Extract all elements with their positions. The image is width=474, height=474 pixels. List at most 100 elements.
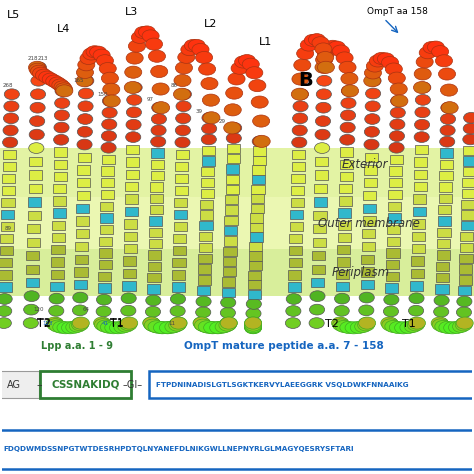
Circle shape xyxy=(169,319,186,331)
Circle shape xyxy=(464,112,474,123)
Circle shape xyxy=(301,39,318,51)
Circle shape xyxy=(388,72,405,84)
FancyBboxPatch shape xyxy=(226,185,238,194)
Circle shape xyxy=(413,82,430,93)
Circle shape xyxy=(175,137,190,148)
FancyBboxPatch shape xyxy=(340,147,354,156)
Circle shape xyxy=(94,319,111,331)
Circle shape xyxy=(144,319,161,331)
Circle shape xyxy=(365,101,380,112)
FancyBboxPatch shape xyxy=(439,182,452,191)
Circle shape xyxy=(54,134,69,145)
Circle shape xyxy=(366,60,383,72)
FancyBboxPatch shape xyxy=(173,222,187,231)
Circle shape xyxy=(342,85,359,97)
FancyBboxPatch shape xyxy=(27,211,41,220)
Circle shape xyxy=(127,94,142,105)
FancyBboxPatch shape xyxy=(26,264,39,274)
Circle shape xyxy=(96,306,111,317)
FancyBboxPatch shape xyxy=(251,204,264,213)
Text: 218: 218 xyxy=(27,56,38,62)
FancyBboxPatch shape xyxy=(363,217,376,226)
FancyBboxPatch shape xyxy=(1,198,15,207)
FancyBboxPatch shape xyxy=(198,275,211,284)
Circle shape xyxy=(55,98,70,109)
Circle shape xyxy=(390,119,405,130)
Circle shape xyxy=(24,304,39,315)
Circle shape xyxy=(196,307,211,318)
Circle shape xyxy=(220,308,236,318)
Circle shape xyxy=(66,321,83,333)
Circle shape xyxy=(315,129,330,140)
Circle shape xyxy=(220,318,235,328)
Circle shape xyxy=(103,95,120,107)
FancyBboxPatch shape xyxy=(463,156,474,165)
Circle shape xyxy=(215,321,232,333)
Circle shape xyxy=(77,139,92,150)
Circle shape xyxy=(336,52,353,64)
FancyBboxPatch shape xyxy=(3,162,16,171)
Circle shape xyxy=(209,322,226,334)
FancyBboxPatch shape xyxy=(223,267,236,276)
FancyBboxPatch shape xyxy=(458,286,471,295)
FancyBboxPatch shape xyxy=(314,197,327,207)
Circle shape xyxy=(366,75,381,86)
Circle shape xyxy=(193,317,210,329)
Circle shape xyxy=(102,96,118,106)
FancyBboxPatch shape xyxy=(28,184,42,193)
Circle shape xyxy=(102,107,117,118)
Circle shape xyxy=(77,127,92,137)
FancyBboxPatch shape xyxy=(361,255,374,264)
Circle shape xyxy=(3,125,18,136)
FancyBboxPatch shape xyxy=(174,198,187,207)
Circle shape xyxy=(96,294,111,305)
FancyBboxPatch shape xyxy=(101,178,114,187)
FancyBboxPatch shape xyxy=(252,184,264,194)
Circle shape xyxy=(436,55,453,67)
Text: 150: 150 xyxy=(97,92,108,97)
FancyBboxPatch shape xyxy=(99,237,112,246)
FancyBboxPatch shape xyxy=(313,211,327,220)
FancyBboxPatch shape xyxy=(292,150,305,159)
FancyBboxPatch shape xyxy=(202,146,215,155)
FancyBboxPatch shape xyxy=(176,150,189,159)
Circle shape xyxy=(355,320,372,332)
FancyBboxPatch shape xyxy=(462,178,474,187)
Circle shape xyxy=(384,294,399,305)
Circle shape xyxy=(456,318,471,328)
Circle shape xyxy=(463,123,474,134)
Circle shape xyxy=(227,122,242,133)
FancyBboxPatch shape xyxy=(460,243,473,252)
FancyBboxPatch shape xyxy=(463,167,474,176)
FancyBboxPatch shape xyxy=(151,148,164,158)
FancyBboxPatch shape xyxy=(100,201,113,211)
FancyBboxPatch shape xyxy=(50,282,64,291)
FancyBboxPatch shape xyxy=(201,178,214,187)
FancyBboxPatch shape xyxy=(290,210,303,219)
Circle shape xyxy=(364,75,381,87)
FancyBboxPatch shape xyxy=(339,172,353,181)
Circle shape xyxy=(72,319,89,331)
FancyBboxPatch shape xyxy=(338,221,351,230)
Circle shape xyxy=(358,318,374,328)
FancyBboxPatch shape xyxy=(175,162,188,171)
FancyBboxPatch shape xyxy=(252,175,265,184)
Circle shape xyxy=(210,322,227,334)
Circle shape xyxy=(148,50,165,62)
Circle shape xyxy=(431,317,448,329)
Circle shape xyxy=(310,304,325,315)
Circle shape xyxy=(78,114,93,124)
Circle shape xyxy=(440,84,457,96)
Circle shape xyxy=(293,101,308,112)
FancyBboxPatch shape xyxy=(98,272,111,281)
Circle shape xyxy=(196,296,211,307)
Circle shape xyxy=(400,321,417,334)
Circle shape xyxy=(440,114,456,124)
Circle shape xyxy=(318,47,335,59)
FancyBboxPatch shape xyxy=(225,195,238,204)
FancyBboxPatch shape xyxy=(313,224,326,234)
FancyBboxPatch shape xyxy=(438,194,452,203)
FancyBboxPatch shape xyxy=(100,213,113,222)
Circle shape xyxy=(175,125,191,136)
Circle shape xyxy=(345,322,362,334)
